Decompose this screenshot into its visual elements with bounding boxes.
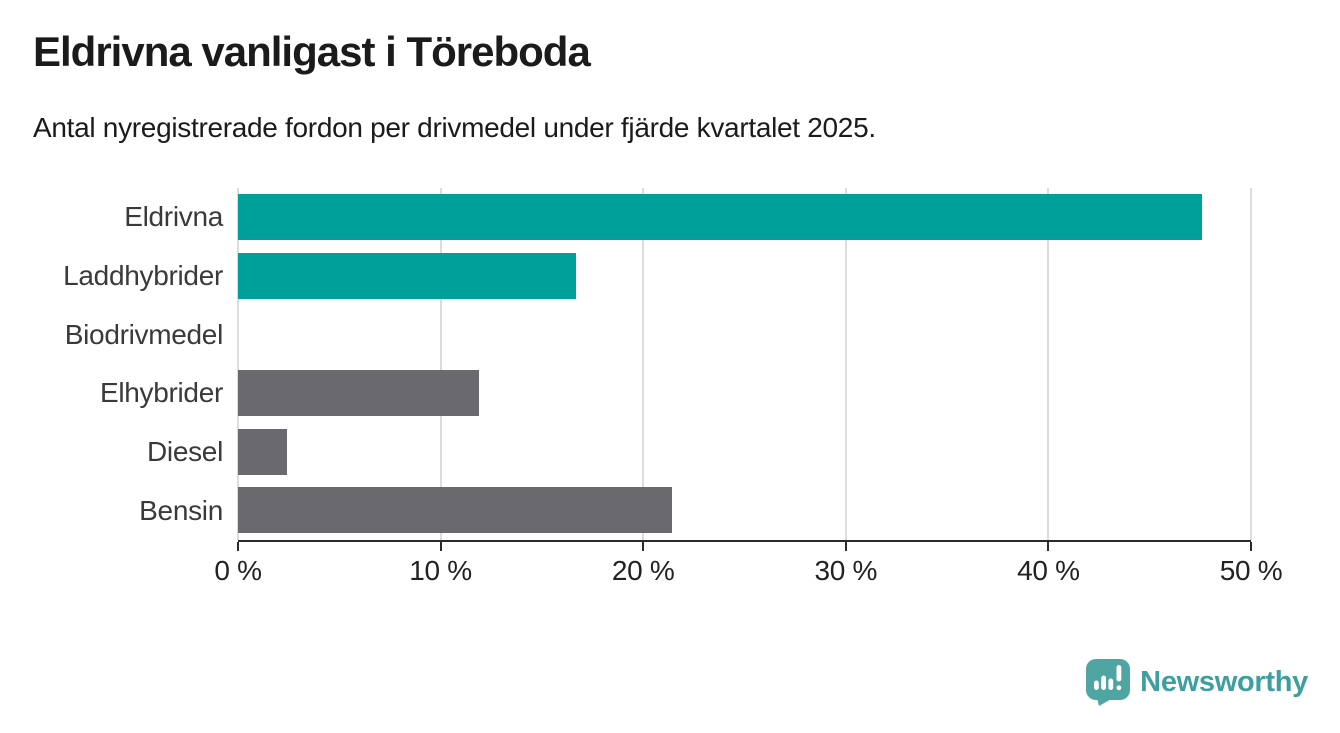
bar-diesel (238, 428, 287, 475)
category-label: Laddhybrider (63, 259, 223, 291)
x-axis-tick (642, 542, 645, 551)
newsworthy-logo: Newsworthy (1085, 658, 1308, 706)
plot-area: 0 % 10 % 20 % 30 % 40 % 50 % Eldrivna Laddhybri… (63, 188, 1283, 586)
newsworthy-wordmark: Newsworthy (1140, 665, 1308, 698)
x-axis-tick-label: 30 % (814, 555, 878, 586)
bar-eldrivna (238, 194, 1203, 240)
category-label: Diesel (146, 435, 223, 467)
gridline (1250, 188, 1252, 540)
chart-row: Eldrivna (124, 188, 1251, 247)
category-label: Bensin (139, 494, 223, 526)
x-axis-tick-label: 0 % (214, 555, 262, 586)
bar-elhybrider (238, 370, 480, 416)
x-axis-tick-label: 10 % (409, 555, 472, 586)
bar-laddhybrider (238, 252, 577, 299)
chart-row: Biodrivmedel (65, 305, 1251, 364)
x-axis-tick-label: 40 % (1017, 555, 1080, 586)
chart-subtitle: Antal nyregistrerade fordon per drivmede… (33, 112, 876, 143)
category-label: Eldrivna (124, 201, 223, 233)
x-axis-tick-label: 20 % (611, 555, 675, 586)
gridline (439, 188, 442, 540)
bar-bensin (238, 487, 672, 534)
gridline (237, 188, 239, 540)
x-axis-tick (844, 542, 847, 551)
x-axis-tick (439, 542, 442, 551)
chart-row: Elhybrider (100, 364, 1251, 423)
x-axis-tick (1047, 542, 1050, 551)
gridline (1047, 188, 1050, 540)
x-axis-tick (1250, 542, 1252, 551)
gridline (642, 188, 645, 540)
category-label: Elhybrider (99, 377, 223, 409)
x-axis-tick (237, 542, 239, 551)
chart-title: Eldrivna vanligast i Töreboda (33, 28, 591, 75)
x-axis-tick-label: 50 % (1219, 555, 1283, 586)
category-label: Biodrivmedel (64, 318, 224, 350)
chart-row: Bensin (139, 481, 1251, 540)
chart-row: Diesel (147, 423, 1251, 482)
gridline (844, 188, 847, 540)
chart-row: Laddhybrider (63, 247, 1251, 306)
newsworthy-mark-icon (1086, 659, 1131, 706)
